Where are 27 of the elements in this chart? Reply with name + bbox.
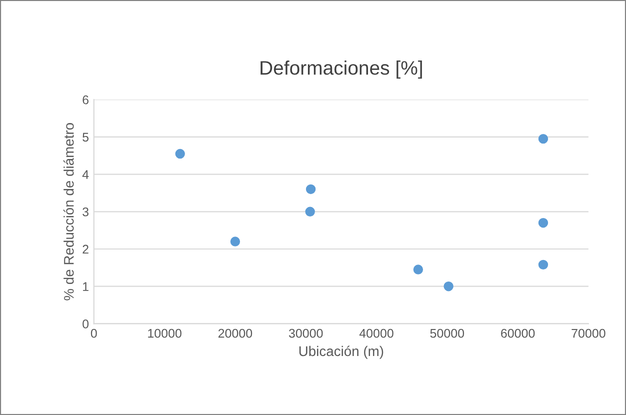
y-tick-label: 5 xyxy=(82,132,89,142)
x-tick-label: 70000 xyxy=(572,328,606,338)
x-tick-label: 10000 xyxy=(148,328,182,338)
y-tick-label: 6 xyxy=(82,95,88,104)
point xyxy=(538,260,548,270)
point xyxy=(538,134,548,144)
y-tick-label: 3 xyxy=(82,207,88,216)
point xyxy=(538,218,548,228)
x-tick-label: 50000 xyxy=(430,328,464,338)
x-tick-label: 40000 xyxy=(359,328,394,338)
y-axis-title: % de Reducción de diámetro xyxy=(63,123,74,300)
x-tick-label: 0 xyxy=(90,328,97,338)
point xyxy=(413,264,424,274)
x-tick-label: 60000 xyxy=(501,328,535,338)
y-tick-label: 0 xyxy=(82,320,89,328)
point xyxy=(444,281,454,292)
y-tick-label: 4 xyxy=(82,170,89,179)
x-tick-label: 20000 xyxy=(218,328,252,338)
point xyxy=(175,148,185,159)
x-tick-label: 30000 xyxy=(288,328,323,338)
point xyxy=(230,236,240,246)
chart-title: Deformaciones [%] xyxy=(260,60,422,79)
y-tick-label: 1 xyxy=(83,282,88,291)
point xyxy=(305,206,315,217)
y-tick-label: 2 xyxy=(82,244,88,254)
point xyxy=(306,184,316,194)
x-axis-title: Ubicación (m) xyxy=(299,346,384,359)
